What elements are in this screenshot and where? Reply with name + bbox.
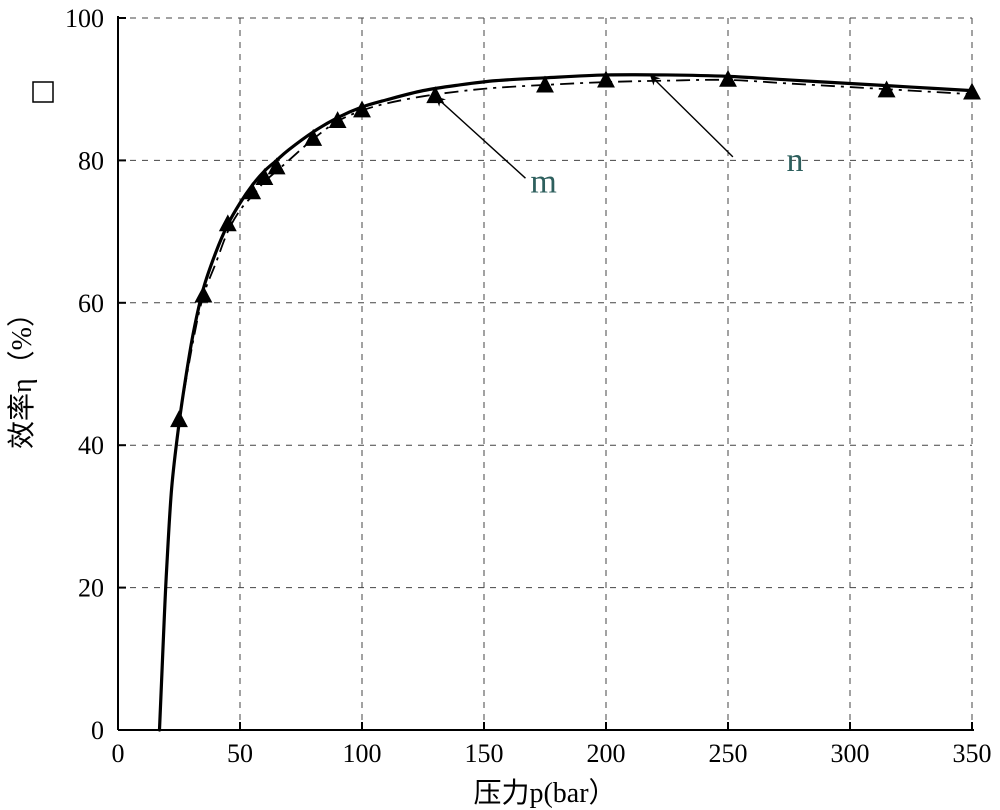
annotation-label-m: m: [530, 163, 556, 200]
chart-svg: 0 50 100 150 200 250 300 350 0 20 40 60 80 100 压力p(bar…: [0, 0, 1000, 810]
efficiency-vs-pressure-chart: 0 50 100 150 200 250 300 350 0 20 40 60 80 100 压力p(bar…: [0, 0, 1000, 810]
x-tick-label: 100: [343, 739, 382, 768]
x-tick-label: 0: [112, 739, 125, 768]
x-tick-label: 250: [709, 739, 748, 768]
y-tick-label: 100: [65, 4, 104, 33]
y-tick-label: 20: [78, 574, 104, 603]
x-tick-label: 350: [953, 739, 992, 768]
y-tick-label: 80: [78, 146, 104, 175]
y-tick-label: 60: [78, 289, 104, 318]
x-tick-label: 300: [831, 739, 870, 768]
y-tick-label: 0: [91, 716, 104, 745]
x-tick-label: 50: [227, 739, 253, 768]
x-tick-label: 200: [587, 739, 626, 768]
x-tick-label: 150: [465, 739, 504, 768]
annotation-label-n: n: [787, 142, 804, 179]
x-axis-title: 压力p(bar）: [473, 777, 616, 809]
y-axis-title: 效率η（%）: [6, 299, 38, 449]
y-tick-label: 40: [78, 431, 104, 460]
